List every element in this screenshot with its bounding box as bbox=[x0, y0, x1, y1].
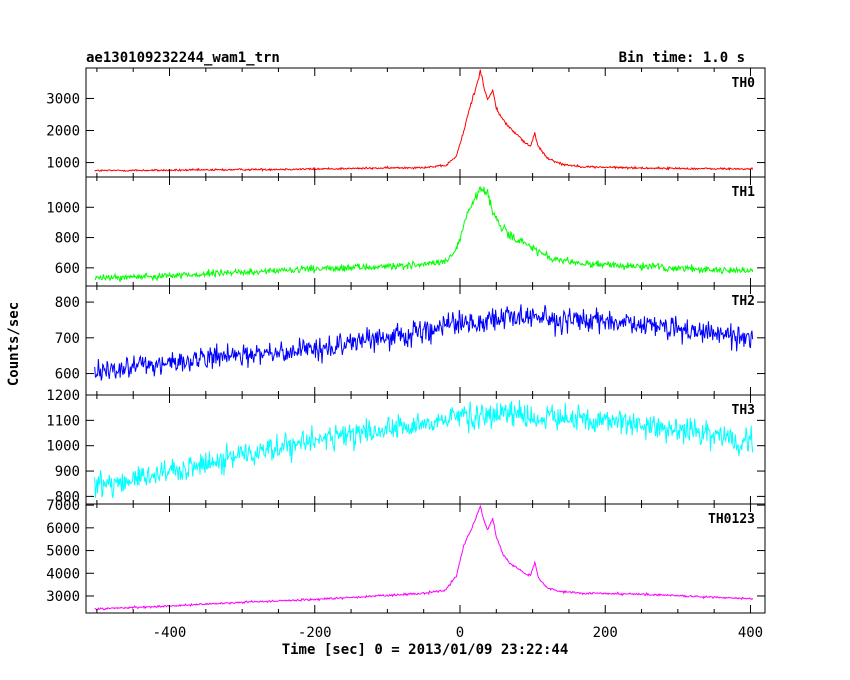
y-tick-label: 800 bbox=[55, 295, 80, 311]
panel-th0: 1000 2000 3000 TH0 bbox=[46, 67, 766, 178]
panel-th1: 600 800 1000 TH1 bbox=[46, 176, 766, 287]
panel-name-label: TH3 bbox=[732, 403, 755, 418]
y-tick-label: 1000 bbox=[46, 439, 80, 455]
series-line-th1 bbox=[94, 186, 754, 282]
series-line-th2 bbox=[94, 304, 754, 381]
x-tick-label: -200 bbox=[298, 625, 332, 641]
panel-th2: 600 700 800 TH2 bbox=[55, 285, 766, 396]
y-tick-label: 1100 bbox=[46, 413, 80, 429]
y-tick-label: 7000 bbox=[46, 498, 80, 514]
bin-time-label: Bin time: 1.0 s bbox=[619, 50, 745, 66]
y-tick-label: 700 bbox=[55, 331, 80, 347]
panel-frame bbox=[85, 285, 766, 396]
y-tick-label: 3000 bbox=[46, 91, 80, 107]
x-axis-label: Time [sec] 0 = 2013/01/09 23:22:44 bbox=[282, 642, 569, 658]
y-tick-label: 6000 bbox=[46, 521, 80, 537]
panel-name-label: TH0123 bbox=[708, 512, 755, 527]
x-tick-label: -400 bbox=[153, 625, 187, 641]
y-tick-label: 1000 bbox=[46, 200, 80, 216]
y-tick-label: 600 bbox=[55, 367, 80, 383]
panel-name-label: TH2 bbox=[732, 294, 755, 309]
x-tick-label: 0 bbox=[456, 625, 464, 641]
x-tick-label: 200 bbox=[593, 625, 618, 641]
series-line-th0 bbox=[94, 69, 754, 173]
panel-th0123: 3000 4000 5000 6000 7000 TH0123 bbox=[46, 498, 766, 614]
y-tick-label: 800 bbox=[55, 489, 80, 505]
panel-frame bbox=[85, 176, 766, 287]
series-line-th3 bbox=[94, 400, 754, 498]
series-line-th0123 bbox=[94, 504, 754, 611]
panel-frame bbox=[85, 503, 766, 614]
x-tick-label: 400 bbox=[738, 625, 763, 641]
y-tick-label: 3000 bbox=[46, 589, 80, 605]
y-tick-label: 800 bbox=[55, 231, 80, 247]
y-tick-label: 1000 bbox=[46, 156, 80, 172]
panel-th3: 800 900 1000 1100 1200 TH3 bbox=[46, 388, 766, 505]
panel-frame bbox=[85, 67, 766, 178]
y-tick-label: 2000 bbox=[46, 124, 80, 140]
y-tick-label: 900 bbox=[55, 464, 80, 480]
panel-frame bbox=[85, 394, 766, 505]
y-axis-label: Counts/sec bbox=[6, 302, 22, 386]
y-tick-label: 1200 bbox=[46, 388, 80, 404]
panel-name-label: TH1 bbox=[732, 185, 756, 200]
y-tick-label: 4000 bbox=[46, 566, 80, 582]
panel-name-label: TH0 bbox=[732, 76, 756, 91]
chart-title: ae130109232244_wam1_trn bbox=[86, 50, 280, 66]
y-tick-label: 5000 bbox=[46, 544, 80, 560]
y-tick-label: 600 bbox=[55, 261, 80, 277]
